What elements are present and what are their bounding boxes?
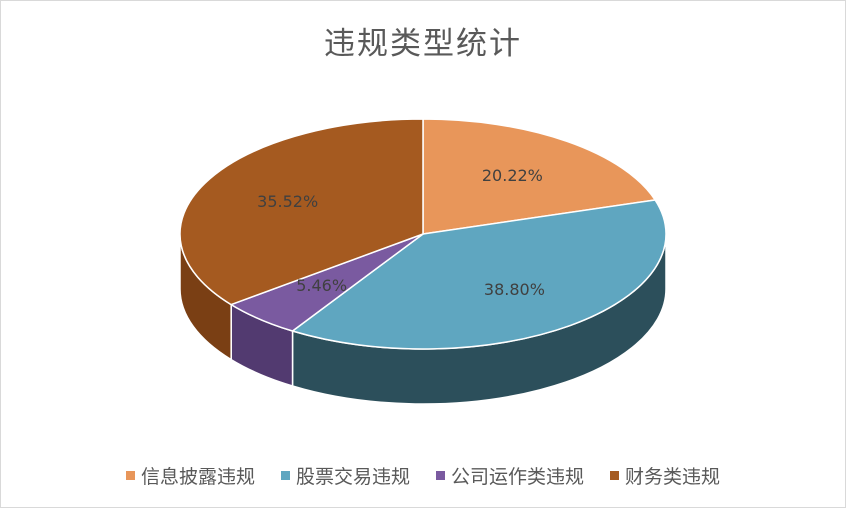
- pie-slice-0: [422, 118, 657, 235]
- legend-item-1: 股票交易违规: [280, 462, 410, 489]
- legend-swatch-1: [280, 471, 290, 480]
- legend-label-1: 股票交易违规: [295, 466, 410, 488]
- pie-side-walls: [179, 233, 667, 405]
- pie-data-labels: 20.22% 38.80% 5.46% 35.52%: [257, 166, 545, 299]
- data-label-3: 35.52%: [257, 192, 318, 211]
- data-label-1: 38.80%: [484, 280, 545, 299]
- legend-item-2: 公司运作类违规: [436, 462, 584, 489]
- legend-label-3: 财务类违规: [625, 466, 721, 488]
- legend-swatch-2: [436, 471, 445, 480]
- data-label-0: 20.22%: [482, 166, 543, 185]
- data-label-2: 5.46%: [296, 276, 347, 295]
- pie-slice-3: [179, 118, 424, 306]
- chart-legend: 信息披露违规 股票交易违规 公司运作类违规 财务类违规: [0, 462, 846, 489]
- legend-swatch-3: [610, 471, 620, 480]
- legend-label-2: 公司运作类违规: [451, 466, 585, 488]
- legend-label-0: 信息披露违规: [140, 466, 255, 488]
- legend-swatch-0: [125, 471, 135, 480]
- legend-item-3: 财务类违规: [610, 462, 720, 489]
- pie-top-faces: [179, 118, 667, 350]
- legend-item-0: 信息披露违规: [125, 462, 255, 489]
- chart-title: 违规类型统计: [324, 26, 522, 62]
- pie-slice-1: [290, 199, 667, 350]
